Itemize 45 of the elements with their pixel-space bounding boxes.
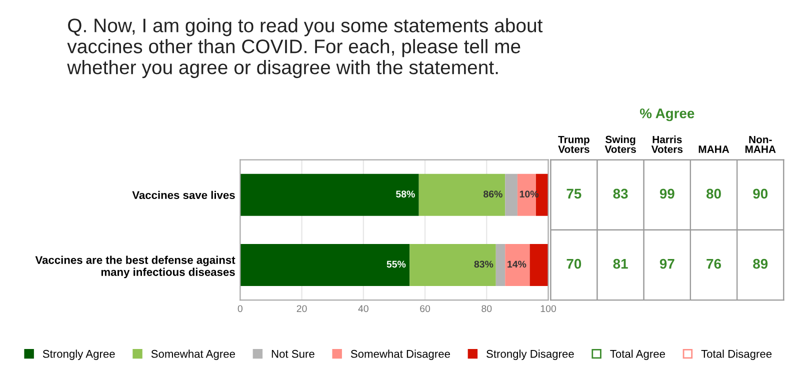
bar [410,244,496,286]
y-tick-label: Vaccines are the best defense against many infectious diseases [35,256,236,278]
bar [505,174,518,216]
data-label: 76 [706,258,721,269]
data-label: 89 [753,258,768,269]
y-tick-label: Vaccines save lives [132,190,235,200]
x-tick-label: 0 [238,305,242,312]
legend-label: Strongly Disagree [486,350,574,360]
data-label: 55% [386,260,406,268]
x-tick-label: 60 [420,305,430,312]
legend-label: Total Agree [610,350,665,360]
bar [240,244,410,286]
legend-label: Somewhat Agree [151,350,235,360]
chart-title: Q. Now, I am going to read you some statements about vaccines other than COVID. For each, please tell me whether you agree or disagree with the statement. [67,18,543,78]
data-label: 70 [566,258,582,269]
annotation: 83% [474,260,494,268]
x-tick-label: Harris Voters [651,136,683,153]
data-label: 80 [706,188,721,199]
bar [418,174,506,216]
legend-label: Somewhat Disagree [350,350,450,360]
x-tick-label: Swing Voters [604,136,636,153]
bar [530,244,548,286]
data-label: 75 [566,188,582,199]
x-tick-label: 100 [540,305,556,312]
data-label: 58% [396,190,415,198]
legend-label: Not Sure [272,350,314,358]
data-label: 97 [660,258,674,269]
data-label: 83 [613,188,628,199]
bar [505,244,530,286]
annotation: 14% [508,260,526,268]
x-tick-label: MAHA [698,146,730,153]
x-tick-label: 20 [296,305,307,312]
data-label: 90 [753,188,768,199]
legend-label: Total Disagree [701,350,772,360]
x-tick-label: Trump Voters [558,136,590,153]
chart-title: % Agree [640,108,694,122]
annotation: 86% [484,190,502,198]
bar [240,174,419,216]
x-tick-label: Non- MAHA [745,136,776,153]
bar [496,244,506,286]
x-tick-label: 80 [482,305,492,312]
data-label: 99 [660,188,674,199]
data-label: 81 [613,258,628,269]
legend-label: Strongly Agree [42,350,115,360]
x-tick-label: 40 [358,305,368,312]
